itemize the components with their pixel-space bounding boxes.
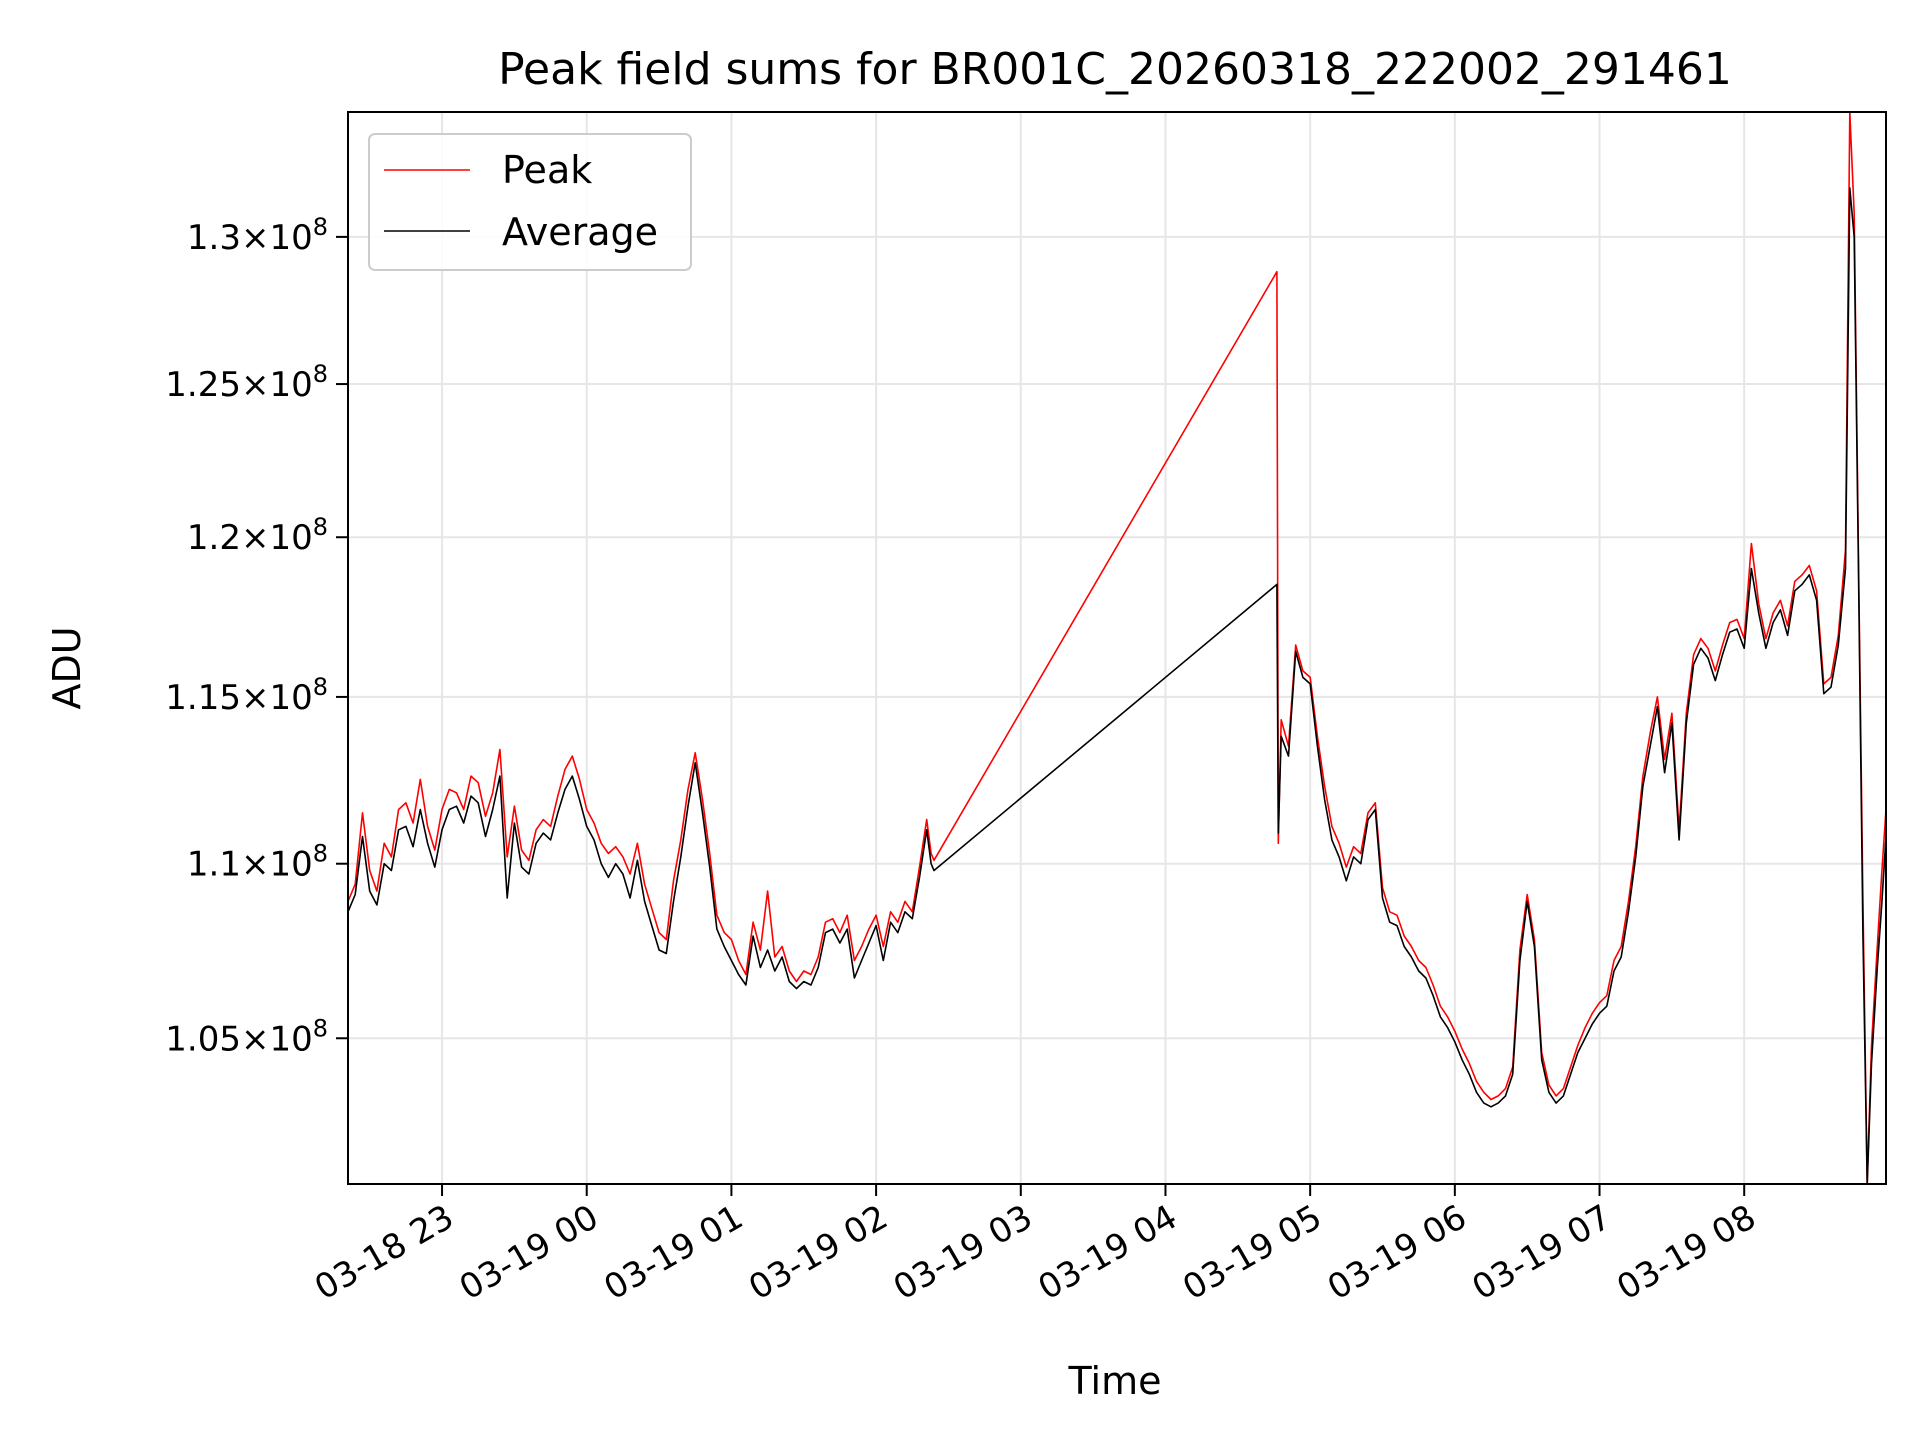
y-tick-mantissa: 1.3 [187,218,241,258]
legend-label-peak: Peak [502,148,592,192]
plot-frame [347,111,1887,1185]
y-tick-times-ten: ×10 [241,218,313,258]
y-tick-label: 1.2×108 [187,513,328,558]
y-tick-times-ten: ×10 [241,845,313,885]
y-tick-times-ten: ×10 [241,678,313,718]
y-axis-ticks: 1.05×1081.1×1081.15×1081.2×1081.25×1081.… [165,213,348,1059]
y-tick-exponent: 8 [313,213,328,241]
y-tick-times-ten: ×10 [241,1019,313,1059]
y-tick-label: 1.1×108 [187,840,328,885]
y-tick-times-ten: ×10 [241,365,313,405]
series-line-average [348,187,1886,1184]
legend-label-average: Average [502,210,658,254]
grid-lines [348,112,1886,1184]
y-axis-label: ADU [45,626,89,709]
y-tick-mantissa: 1.15 [165,678,241,718]
legend: Peak Average [368,133,692,271]
x-axis-label: Time [1068,1359,1162,1403]
y-tick-mantissa: 1.1 [187,845,241,885]
y-tick-exponent: 8 [313,360,328,388]
chart-title: Peak field sums for BR001C_20260318_2220… [498,44,1732,95]
y-tick-label: 1.3×108 [187,213,328,258]
y-tick-times-ten: ×10 [241,518,313,558]
y-tick-exponent: 8 [313,840,328,868]
y-tick-exponent: 8 [313,513,328,541]
y-tick-label: 1.25×108 [165,360,328,405]
y-tick-mantissa: 1.2 [187,518,241,558]
y-tick-mantissa: 1.25 [165,365,241,405]
y-tick-label: 1.15×108 [165,673,328,718]
legend-box [368,133,692,271]
y-tick-label: 1.05×108 [165,1014,328,1059]
y-tick-exponent: 8 [313,673,328,701]
y-tick-mantissa: 1.05 [165,1019,241,1059]
plot-area [348,112,1886,1184]
y-tick-exponent: 8 [313,1014,328,1042]
